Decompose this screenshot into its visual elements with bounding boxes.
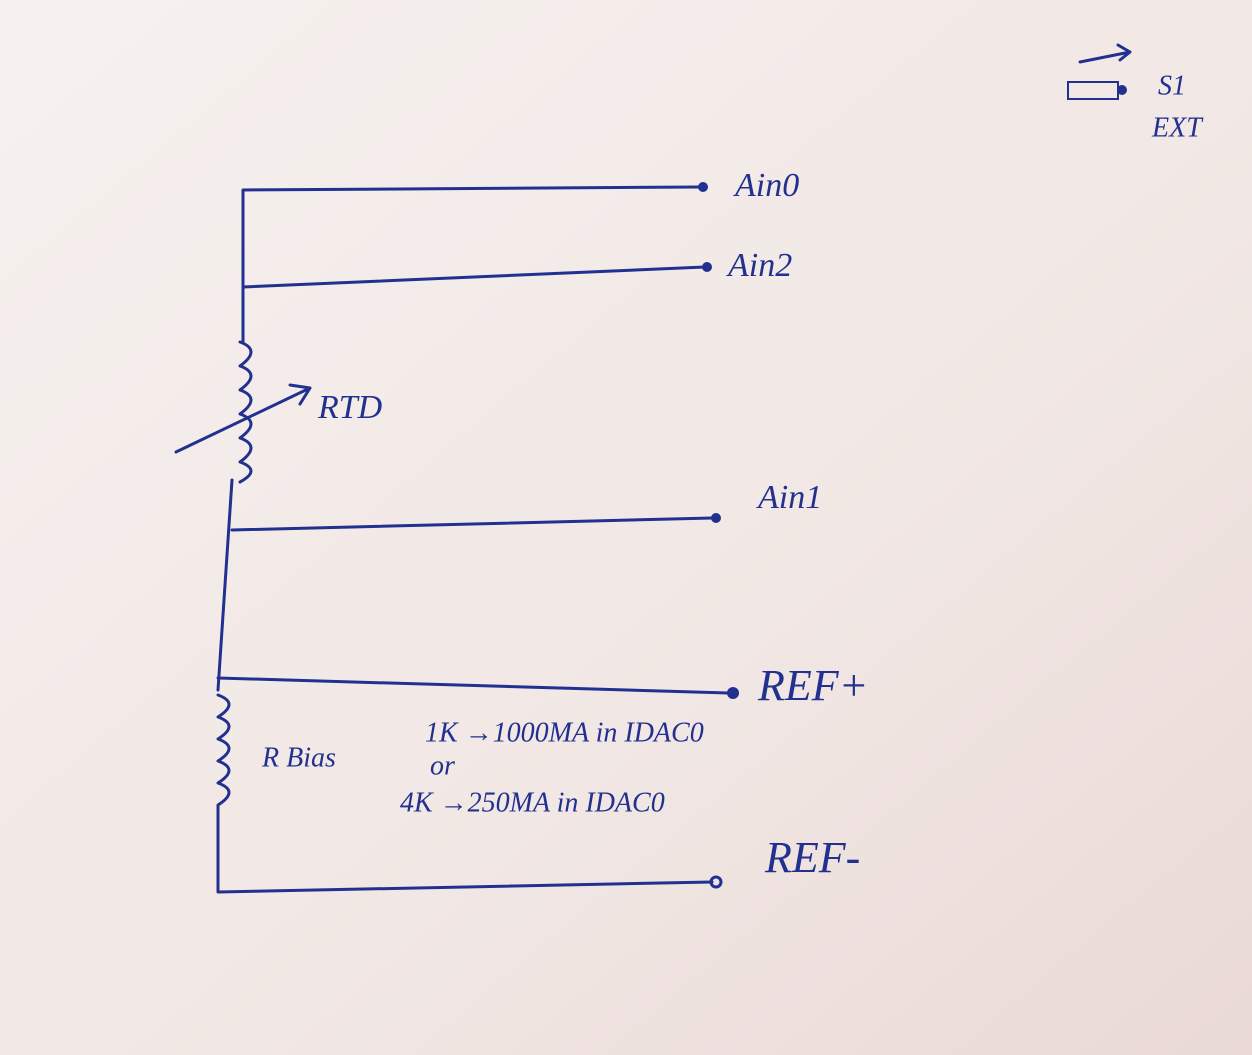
node-label: R Bias bbox=[261, 742, 336, 773]
terminal bbox=[709, 875, 723, 889]
wire-refp bbox=[216, 676, 730, 695]
rtd-coil bbox=[238, 340, 253, 484]
rtd-arrow bbox=[174, 383, 312, 454]
wire-ain0 bbox=[241, 185, 702, 344]
note: or bbox=[430, 750, 455, 781]
switch-label: S1 bbox=[1158, 70, 1186, 101]
terminal bbox=[698, 182, 708, 192]
node-label: Ain0 bbox=[733, 167, 799, 204]
note: 1K →1000MA in IDAC0 bbox=[425, 717, 704, 748]
node-label: Ain1 bbox=[756, 479, 822, 516]
node-label: REF- bbox=[764, 833, 860, 882]
node-label: RTD bbox=[317, 389, 383, 426]
switch-label: EXT bbox=[1151, 112, 1204, 143]
switch-pin bbox=[1117, 85, 1127, 95]
terminal bbox=[702, 262, 712, 272]
terminal bbox=[727, 687, 739, 699]
terminal bbox=[711, 513, 721, 523]
wire-main bbox=[216, 478, 234, 692]
node-label: REF+ bbox=[757, 661, 868, 710]
switch-arrow bbox=[1078, 43, 1132, 64]
wire-ain1 bbox=[230, 516, 714, 532]
rbias-coil bbox=[216, 693, 714, 894]
wire-ain2 bbox=[241, 265, 707, 289]
node-label: Ain2 bbox=[726, 247, 792, 284]
note: 4K →250MA in IDAC0 bbox=[400, 787, 665, 818]
